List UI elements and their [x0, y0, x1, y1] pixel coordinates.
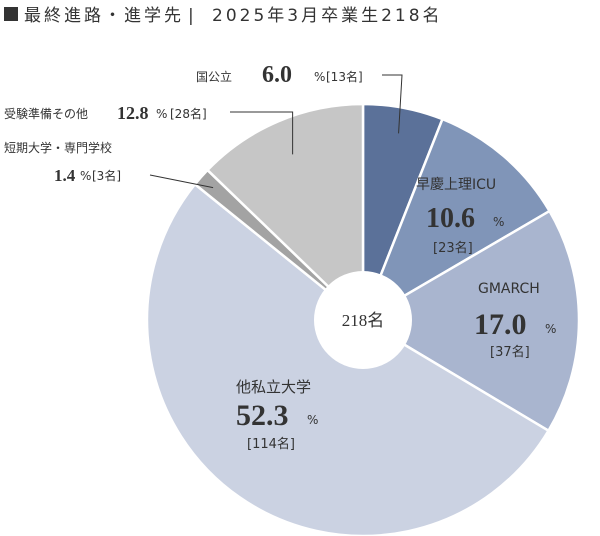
label-gmarch-percent-sign: %: [545, 322, 556, 336]
label-kokkoritsu-count: [13名]: [326, 69, 363, 84]
slice-labels: 国公立 6.0 % [13名] 早慶上理ICU 10.6 % [23名] GMA…: [4, 62, 556, 452]
pie-slice-gmarch: [360, 209, 581, 433]
center-hole: [314, 271, 412, 369]
chart-title: 最終進路・進学先: [24, 6, 184, 26]
label-juken-percent-sign: %: [156, 107, 167, 121]
leader-lines: [149, 74, 403, 189]
pie-slice-sokei: [360, 117, 552, 323]
label-juken-percent: 12.8: [117, 103, 149, 123]
label-tanki-count: [3名]: [92, 168, 121, 183]
label-kokkoritsu-percent: 6.0: [262, 62, 292, 88]
label-tashiritsu-percent-sign: %: [307, 413, 318, 427]
label-gmarch-percent: 17.0: [474, 308, 527, 341]
label-sokei-count: [23名]: [433, 240, 473, 256]
label-sokei-percent: 10.6: [426, 203, 475, 234]
title-separator: |: [188, 6, 194, 26]
label-sokei-name: 早慶上理ICU: [416, 177, 496, 193]
chart-subtitle: 2025年3月卒業生218名: [212, 6, 443, 26]
header-square-icon: [4, 7, 18, 21]
label-sokei-percent-sign: %: [493, 215, 504, 229]
label-gmarch-name: GMARCH: [478, 281, 540, 297]
label-tanki-name: 短期大学・専門学校: [4, 140, 112, 155]
pie-slice-juken: [205, 102, 365, 323]
leader-line-juken: [230, 111, 294, 155]
label-tashiritsu-count: [114名]: [247, 436, 295, 452]
label-tashiritsu-name: 他私立大学: [236, 378, 311, 396]
label-gmarch-count: [37名]: [490, 344, 530, 360]
center-total-label: 218名: [342, 311, 385, 330]
label-kokkoritsu-percent-sign: %: [314, 70, 325, 84]
leader-line-tanki: [149, 174, 214, 189]
label-tanki-percent: 1.4: [54, 166, 76, 185]
label-juken-count: [28名]: [170, 106, 207, 121]
leader-line-kokkoritsu: [382, 74, 403, 134]
label-juken-name: 受験準備その他: [4, 106, 88, 121]
label-kokkoritsu-name: 国公立: [196, 69, 232, 84]
label-tashiritsu-percent: 52.3: [236, 399, 289, 432]
label-tanki-percent-sign: %: [80, 169, 91, 183]
